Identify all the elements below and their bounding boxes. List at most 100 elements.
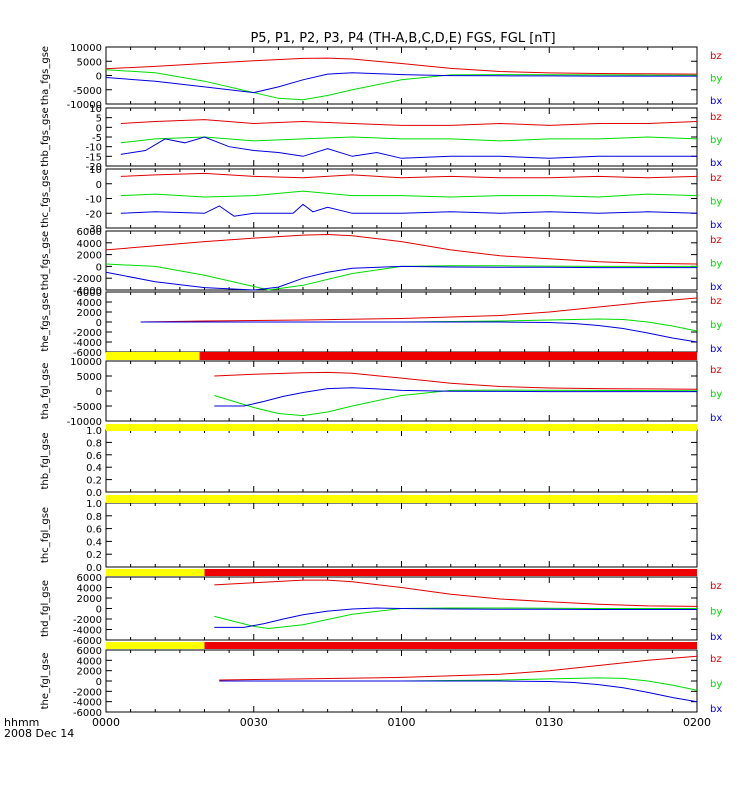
x-axis-label: hhmm [4, 716, 39, 729]
y-tick-label: 5 [96, 114, 102, 125]
y-tick-label: -6000 [73, 636, 102, 647]
y-tick-label: 5000 [77, 372, 102, 383]
y-axis-label: the_fgs_gse [40, 292, 51, 351]
y-tick-label: -2000 [73, 274, 102, 285]
panel-5: 10000 5000 0 -5000 -10000 tha_fgl_gse bz by bx [40, 357, 722, 428]
legend-bz: bz [710, 296, 722, 307]
legend-bx: bx [710, 158, 722, 169]
y-tick-label: 6000 [77, 573, 102, 584]
y-tick-label: -2000 [73, 615, 102, 626]
legend-by: by [710, 74, 722, 85]
y-tick-label: 0 [96, 180, 102, 191]
y-tick-label: -20 [86, 162, 102, 173]
y-tick-label: 2000 [77, 308, 102, 319]
y-tick-label: -2000 [73, 328, 102, 339]
status-bar-segment [106, 424, 697, 431]
legend-by: by [710, 135, 722, 146]
y-axis-label: the_fgl_gse [40, 653, 51, 710]
x-tick-label: 0130 [535, 716, 563, 729]
x-tick-label: 0100 [388, 716, 416, 729]
y-tick-label: 4000 [77, 298, 102, 309]
y-tick-label: 2000 [77, 251, 102, 262]
panel-0: 10000 5000 0 -5000 -10000 tha_fgs_gse bz by bx [40, 43, 722, 111]
y-tick-label: 0 [96, 387, 102, 398]
status-bar-segment [106, 352, 200, 360]
series-bz-line [140, 297, 698, 323]
series-bz-line [219, 655, 698, 681]
legend-bx: bx [710, 413, 722, 424]
legend-bz: bz [710, 173, 722, 184]
y-axis-label: thd_fgl_gse [40, 580, 51, 637]
series-bx-line [140, 321, 698, 343]
legend-by: by [710, 389, 722, 400]
y-tick-label: 10000 [70, 357, 102, 368]
y-tick-label: 6000 [77, 288, 102, 299]
y-tick-label: 0.6 [86, 525, 102, 536]
status-bar-segment [106, 642, 205, 649]
y-axis-label: tha_fgl_gse [40, 363, 51, 420]
y-tick-label: 0 [96, 318, 102, 329]
x-axis: 0000 0030 0100 0130 0200 [92, 716, 711, 729]
legend-bz: bz [710, 51, 722, 62]
y-axis-label: thb_fgl_gse [40, 433, 51, 490]
y-tick-label: -5 [92, 133, 102, 144]
legend-bz: bz [710, 235, 722, 246]
legend-bx: bx [710, 704, 722, 715]
series-by-line [214, 389, 698, 417]
status-bar-segment [199, 352, 697, 360]
y-tick-label: 0.0 [86, 488, 102, 499]
y-tick-label: -10000 [67, 417, 102, 428]
figure-title: P5, P1, P2, P3, P4 (TH-A,B,C,D,E) FGS, F… [250, 31, 555, 46]
y-tick-label: 0.4 [86, 537, 102, 548]
y-tick-label: -10000 [67, 100, 102, 111]
y-tick-label: -15 [86, 152, 102, 163]
series-bx-line [214, 387, 697, 407]
series-bx-line [120, 203, 698, 217]
legend-by: by [710, 607, 722, 618]
y-tick-label: 0 [96, 123, 102, 134]
y-tick-label: -6000 [73, 708, 102, 719]
y-axis-label: tha_fgs_gse [40, 46, 51, 105]
y-axis-label: thd_fgs_gse [40, 231, 51, 290]
y-tick-label: -4000 [73, 286, 102, 297]
legend-bz: bz [710, 581, 722, 592]
y-tick-label: -10 [86, 143, 102, 154]
legend-by: by [710, 259, 722, 270]
x-tick-label: 0200 [683, 716, 711, 729]
y-tick-label: 0.4 [86, 463, 102, 474]
y-tick-label: -4000 [73, 698, 102, 709]
y-tick-label: 0.0 [86, 563, 102, 574]
y-tick-label: 0 [96, 262, 102, 273]
status-bars [106, 352, 697, 649]
y-tick-label: 0 [96, 72, 102, 83]
y-tick-label: 0.8 [86, 438, 102, 449]
series-bz-line [120, 119, 698, 126]
y-tick-label: 6000 [77, 227, 102, 238]
y-axis-label: thc_fgs_gse [40, 169, 51, 228]
legend-by: by [710, 320, 722, 331]
series-by-line [120, 190, 698, 198]
y-tick-label: -4000 [73, 338, 102, 349]
status-bar-segment [204, 642, 697, 649]
y-tick-label: 0 [96, 677, 102, 688]
y-axis-label: thc_fgl_gse [40, 507, 51, 563]
x-tick-label: 0030 [240, 716, 268, 729]
y-tick-label: -20 [86, 209, 102, 220]
legend-bz: bz [710, 112, 722, 123]
panel-2: 10 0 -10 -20 -30 thc_fgs_gse bz by bx [40, 165, 722, 235]
y-tick-label: 0.2 [86, 550, 102, 561]
x-axis-date: 2008 Dec 14 [4, 727, 74, 740]
y-tick-label: -30 [86, 224, 102, 235]
legend-by: by [710, 197, 722, 208]
y-tick-label: 5000 [77, 57, 102, 68]
series-bx-line [219, 680, 698, 703]
y-tick-label: 1.0 [86, 499, 102, 510]
series-bx-line [120, 136, 697, 159]
y-tick-label: 10 [89, 165, 102, 176]
series-bz-line [214, 579, 698, 607]
series-bx-line [214, 607, 697, 628]
